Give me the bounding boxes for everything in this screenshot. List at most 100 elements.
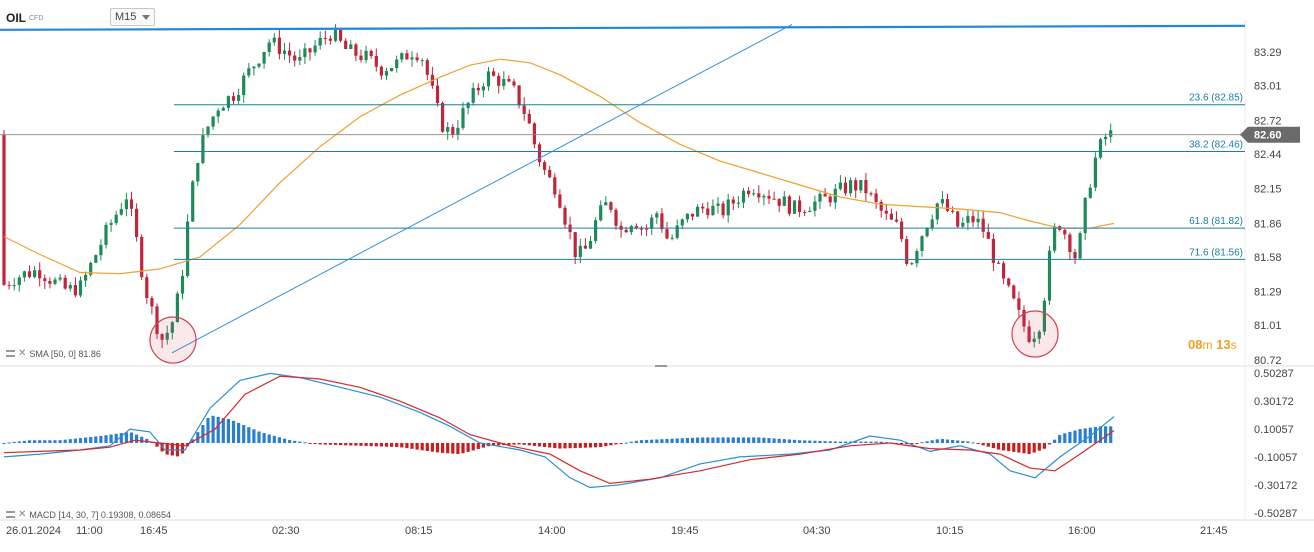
histogram-bar bbox=[53, 440, 57, 443]
timeframe-select[interactable]: M15 bbox=[110, 8, 156, 26]
candle-body bbox=[537, 144, 542, 163]
candle bbox=[859, 180, 863, 194]
histogram-bar bbox=[961, 440, 965, 443]
candle-body bbox=[573, 232, 577, 258]
candle bbox=[165, 325, 169, 345]
candle-body bbox=[966, 216, 970, 223]
candle bbox=[68, 282, 72, 292]
candle bbox=[293, 51, 297, 67]
candle-body bbox=[721, 203, 725, 216]
candle bbox=[808, 206, 812, 213]
histogram-bar bbox=[548, 443, 552, 448]
candle-body bbox=[471, 87, 475, 103]
candle bbox=[1017, 291, 1021, 317]
candle bbox=[262, 51, 266, 69]
sma-line bbox=[3, 58, 1115, 275]
candle bbox=[84, 271, 88, 287]
candle bbox=[594, 217, 598, 244]
candle bbox=[150, 295, 154, 315]
candle bbox=[905, 236, 909, 267]
candle bbox=[1022, 305, 1026, 333]
candle bbox=[7, 281, 11, 290]
macd-tick-label: 0.30172 bbox=[1254, 396, 1294, 408]
histogram-bar bbox=[124, 432, 128, 443]
histogram-bar bbox=[537, 443, 542, 447]
candle bbox=[843, 176, 848, 196]
candle bbox=[27, 265, 32, 279]
candle bbox=[369, 49, 373, 59]
time-tick-label: 14:00 bbox=[538, 525, 566, 537]
candle-body bbox=[89, 262, 93, 275]
candle bbox=[461, 102, 465, 131]
candle bbox=[1098, 137, 1103, 160]
candle bbox=[298, 49, 302, 66]
candle bbox=[792, 200, 797, 214]
histogram-bar bbox=[563, 443, 567, 449]
histogram-bar bbox=[747, 437, 751, 443]
histogram-bar bbox=[762, 437, 766, 443]
candle bbox=[925, 227, 929, 238]
histogram-bar bbox=[655, 439, 659, 443]
candle-body bbox=[308, 48, 312, 53]
candle-body bbox=[660, 213, 664, 230]
candle bbox=[451, 124, 455, 138]
candle-body bbox=[889, 213, 893, 220]
histogram-bar bbox=[68, 439, 72, 443]
candle-body bbox=[364, 50, 368, 60]
histogram-bar bbox=[43, 440, 47, 443]
candle-body bbox=[1053, 226, 1057, 251]
candle bbox=[400, 52, 404, 63]
time-tick-label: 04:30 bbox=[803, 525, 831, 537]
histogram-bar bbox=[905, 443, 909, 445]
candle-body bbox=[1083, 197, 1087, 234]
histogram-bar bbox=[731, 437, 735, 443]
histogram-bar bbox=[1007, 443, 1011, 452]
candle-body bbox=[650, 217, 654, 229]
histogram-bar bbox=[966, 441, 970, 443]
candle bbox=[58, 273, 62, 282]
macd-tick-label: 0.50287 bbox=[1254, 368, 1294, 380]
macd-tick-label: -0.30172 bbox=[1254, 480, 1297, 492]
candle-body bbox=[129, 199, 134, 209]
candle-body bbox=[910, 263, 914, 265]
histogram-bar bbox=[410, 443, 414, 449]
candle bbox=[553, 173, 557, 199]
histogram-bar bbox=[696, 437, 700, 443]
histogram-bar bbox=[869, 441, 873, 443]
candle bbox=[706, 201, 710, 219]
candle bbox=[976, 211, 980, 229]
candle-body bbox=[99, 244, 103, 256]
histogram-bar bbox=[665, 438, 669, 443]
candle bbox=[645, 224, 649, 237]
candle bbox=[435, 78, 440, 107]
candle bbox=[696, 204, 700, 217]
close-icon[interactable]: ✕ bbox=[18, 509, 27, 520]
candle-body bbox=[73, 285, 77, 296]
indicator-icon bbox=[6, 511, 15, 518]
candle bbox=[379, 65, 383, 80]
histogram-bar bbox=[201, 425, 205, 443]
histogram-bar bbox=[874, 441, 878, 443]
candle-body bbox=[400, 53, 404, 60]
candle-body bbox=[231, 96, 236, 101]
sma-indicator-label[interactable]: ✕ SMA [50, 0] 81.86 bbox=[6, 348, 101, 359]
histogram-bar bbox=[1093, 426, 1097, 443]
histogram-bar bbox=[247, 427, 251, 443]
candle-body bbox=[466, 102, 470, 109]
macd-indicator-label[interactable]: ✕ MACD [14, 30, 7] 0.19308, 0.08654 bbox=[6, 509, 171, 520]
candle bbox=[1063, 227, 1067, 240]
histogram-bar bbox=[12, 441, 16, 443]
candle bbox=[803, 209, 807, 217]
candle-body bbox=[446, 127, 450, 132]
histogram-bar bbox=[22, 440, 26, 443]
candle bbox=[94, 254, 98, 264]
histogram-bar bbox=[900, 443, 904, 444]
candle-body bbox=[838, 182, 842, 189]
candle bbox=[675, 219, 679, 240]
histogram-bar bbox=[94, 436, 98, 443]
candle-body bbox=[522, 105, 526, 114]
candle bbox=[741, 187, 746, 209]
close-icon[interactable]: ✕ bbox=[18, 348, 27, 359]
